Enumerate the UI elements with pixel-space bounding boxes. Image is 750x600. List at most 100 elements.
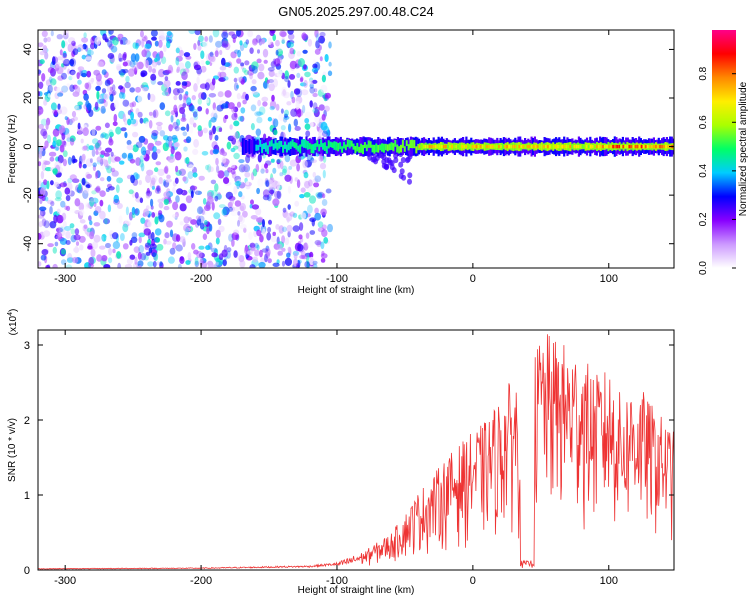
heatmap-cell [240, 223, 247, 230]
heatmap-cell [156, 237, 161, 243]
heatmap-cell [82, 190, 89, 199]
heatmap-cell [131, 190, 136, 198]
heatmap-cell [57, 108, 62, 115]
heatmap-cell [325, 146, 328, 154]
heatmap-cell [46, 36, 51, 43]
heatmap-cell [273, 190, 281, 199]
heatmap-cell [253, 138, 256, 155]
y-tick-label: 20 [22, 92, 34, 104]
heatmap-cell [178, 168, 186, 176]
heatmap-cell [212, 148, 219, 155]
heatmap-cell [160, 33, 167, 38]
heatmap-cell [96, 254, 103, 262]
heatmap-cell [56, 234, 61, 240]
heatmap-cell [140, 30, 144, 38]
heatmap-cell [69, 135, 76, 142]
y-tick-label: 0 [24, 565, 30, 577]
heatmap-cell [94, 101, 99, 111]
heatmap-cell [232, 145, 239, 150]
heatmap-cell [292, 225, 300, 232]
heatmap-cell [237, 49, 242, 58]
heatmap-cell [144, 242, 151, 248]
heatmap-cell [134, 256, 138, 265]
heatmap-cell [143, 228, 151, 236]
heatmap-cell [99, 177, 105, 182]
heatmap-cell [228, 196, 236, 201]
heatmap-cell [295, 262, 300, 268]
heatmap-cell [87, 47, 92, 57]
heatmap-cell [231, 112, 238, 121]
heatmap-cell [106, 175, 112, 182]
heatmap-cell [369, 141, 372, 148]
heatmap-cell [168, 124, 173, 132]
heatmap-cell [642, 144, 645, 149]
heatmap-cell [579, 144, 582, 149]
heatmap-cell [272, 167, 277, 174]
heatmap-cell [85, 184, 91, 189]
heatmap-cell [320, 253, 328, 259]
heatmap-cell [63, 226, 72, 231]
heatmap-cell [317, 227, 325, 233]
heatmap-cell [257, 71, 265, 80]
heatmap-cell [204, 204, 211, 212]
heatmap-cell [125, 219, 130, 225]
heatmap-cell [256, 116, 263, 124]
heatmap-cell [250, 85, 257, 92]
heatmap-cell [313, 88, 318, 93]
heatmap-cell [626, 144, 629, 149]
heatmap-cell [294, 126, 301, 131]
heatmap-cell [152, 146, 157, 153]
heatmap-cell [276, 243, 283, 251]
heatmap-cell [278, 140, 281, 149]
heatmap-cell [257, 99, 261, 107]
heatmap-cell [295, 108, 304, 117]
heatmap-cell [125, 75, 130, 83]
heatmap-cell [306, 185, 314, 193]
heatmap-cell [175, 244, 183, 252]
heatmap-cell [135, 39, 142, 47]
heatmap-cell [297, 243, 304, 252]
heatmap-cell [266, 232, 272, 241]
heatmap-cell [52, 263, 58, 268]
heatmap-cell [111, 90, 117, 96]
heatmap-cell [156, 185, 160, 194]
heatmap-cell [67, 156, 72, 166]
heatmap-cell [74, 245, 79, 254]
heatmap-cell [190, 203, 196, 213]
heatmap-cell [74, 198, 81, 207]
heatmap-cell [268, 70, 275, 77]
heatmap-cell [270, 234, 277, 243]
heatmap-cell [318, 132, 324, 137]
heatmap-cell [219, 49, 223, 56]
heatmap-cell [116, 251, 122, 259]
heatmap-cell [81, 37, 89, 43]
heatmap-cell [140, 146, 147, 156]
heatmap-cell [124, 264, 133, 268]
heatmap-cell [155, 148, 161, 154]
heatmap-cell [269, 106, 275, 111]
heatmap-cell [234, 131, 239, 140]
heatmap-cell [234, 180, 242, 187]
heatmap-cell [250, 123, 255, 131]
heatmap-cell [64, 187, 71, 195]
heatmap-cell [100, 105, 106, 114]
heatmap-cell [121, 152, 127, 159]
heatmap-cell [243, 164, 251, 173]
heatmap-cell [88, 215, 92, 222]
y-tick-label: 40 [22, 43, 34, 55]
heatmap-cell [84, 202, 91, 210]
heatmap-cell [60, 248, 67, 255]
heatmap-cell [296, 51, 302, 57]
heatmap-cell [303, 192, 311, 198]
heatmap-cell [166, 174, 171, 180]
heatmap-cell [159, 130, 166, 137]
heatmap-cell [214, 257, 221, 263]
heatmap-cell [97, 139, 102, 147]
heatmap-cell [158, 214, 165, 223]
heatmap-cell [62, 150, 68, 158]
heatmap-cell [209, 51, 214, 57]
heatmap-cell [151, 129, 159, 137]
heatmap-cell [66, 205, 71, 211]
heatmap-cell [293, 88, 301, 95]
heatmap-cell [67, 177, 73, 184]
